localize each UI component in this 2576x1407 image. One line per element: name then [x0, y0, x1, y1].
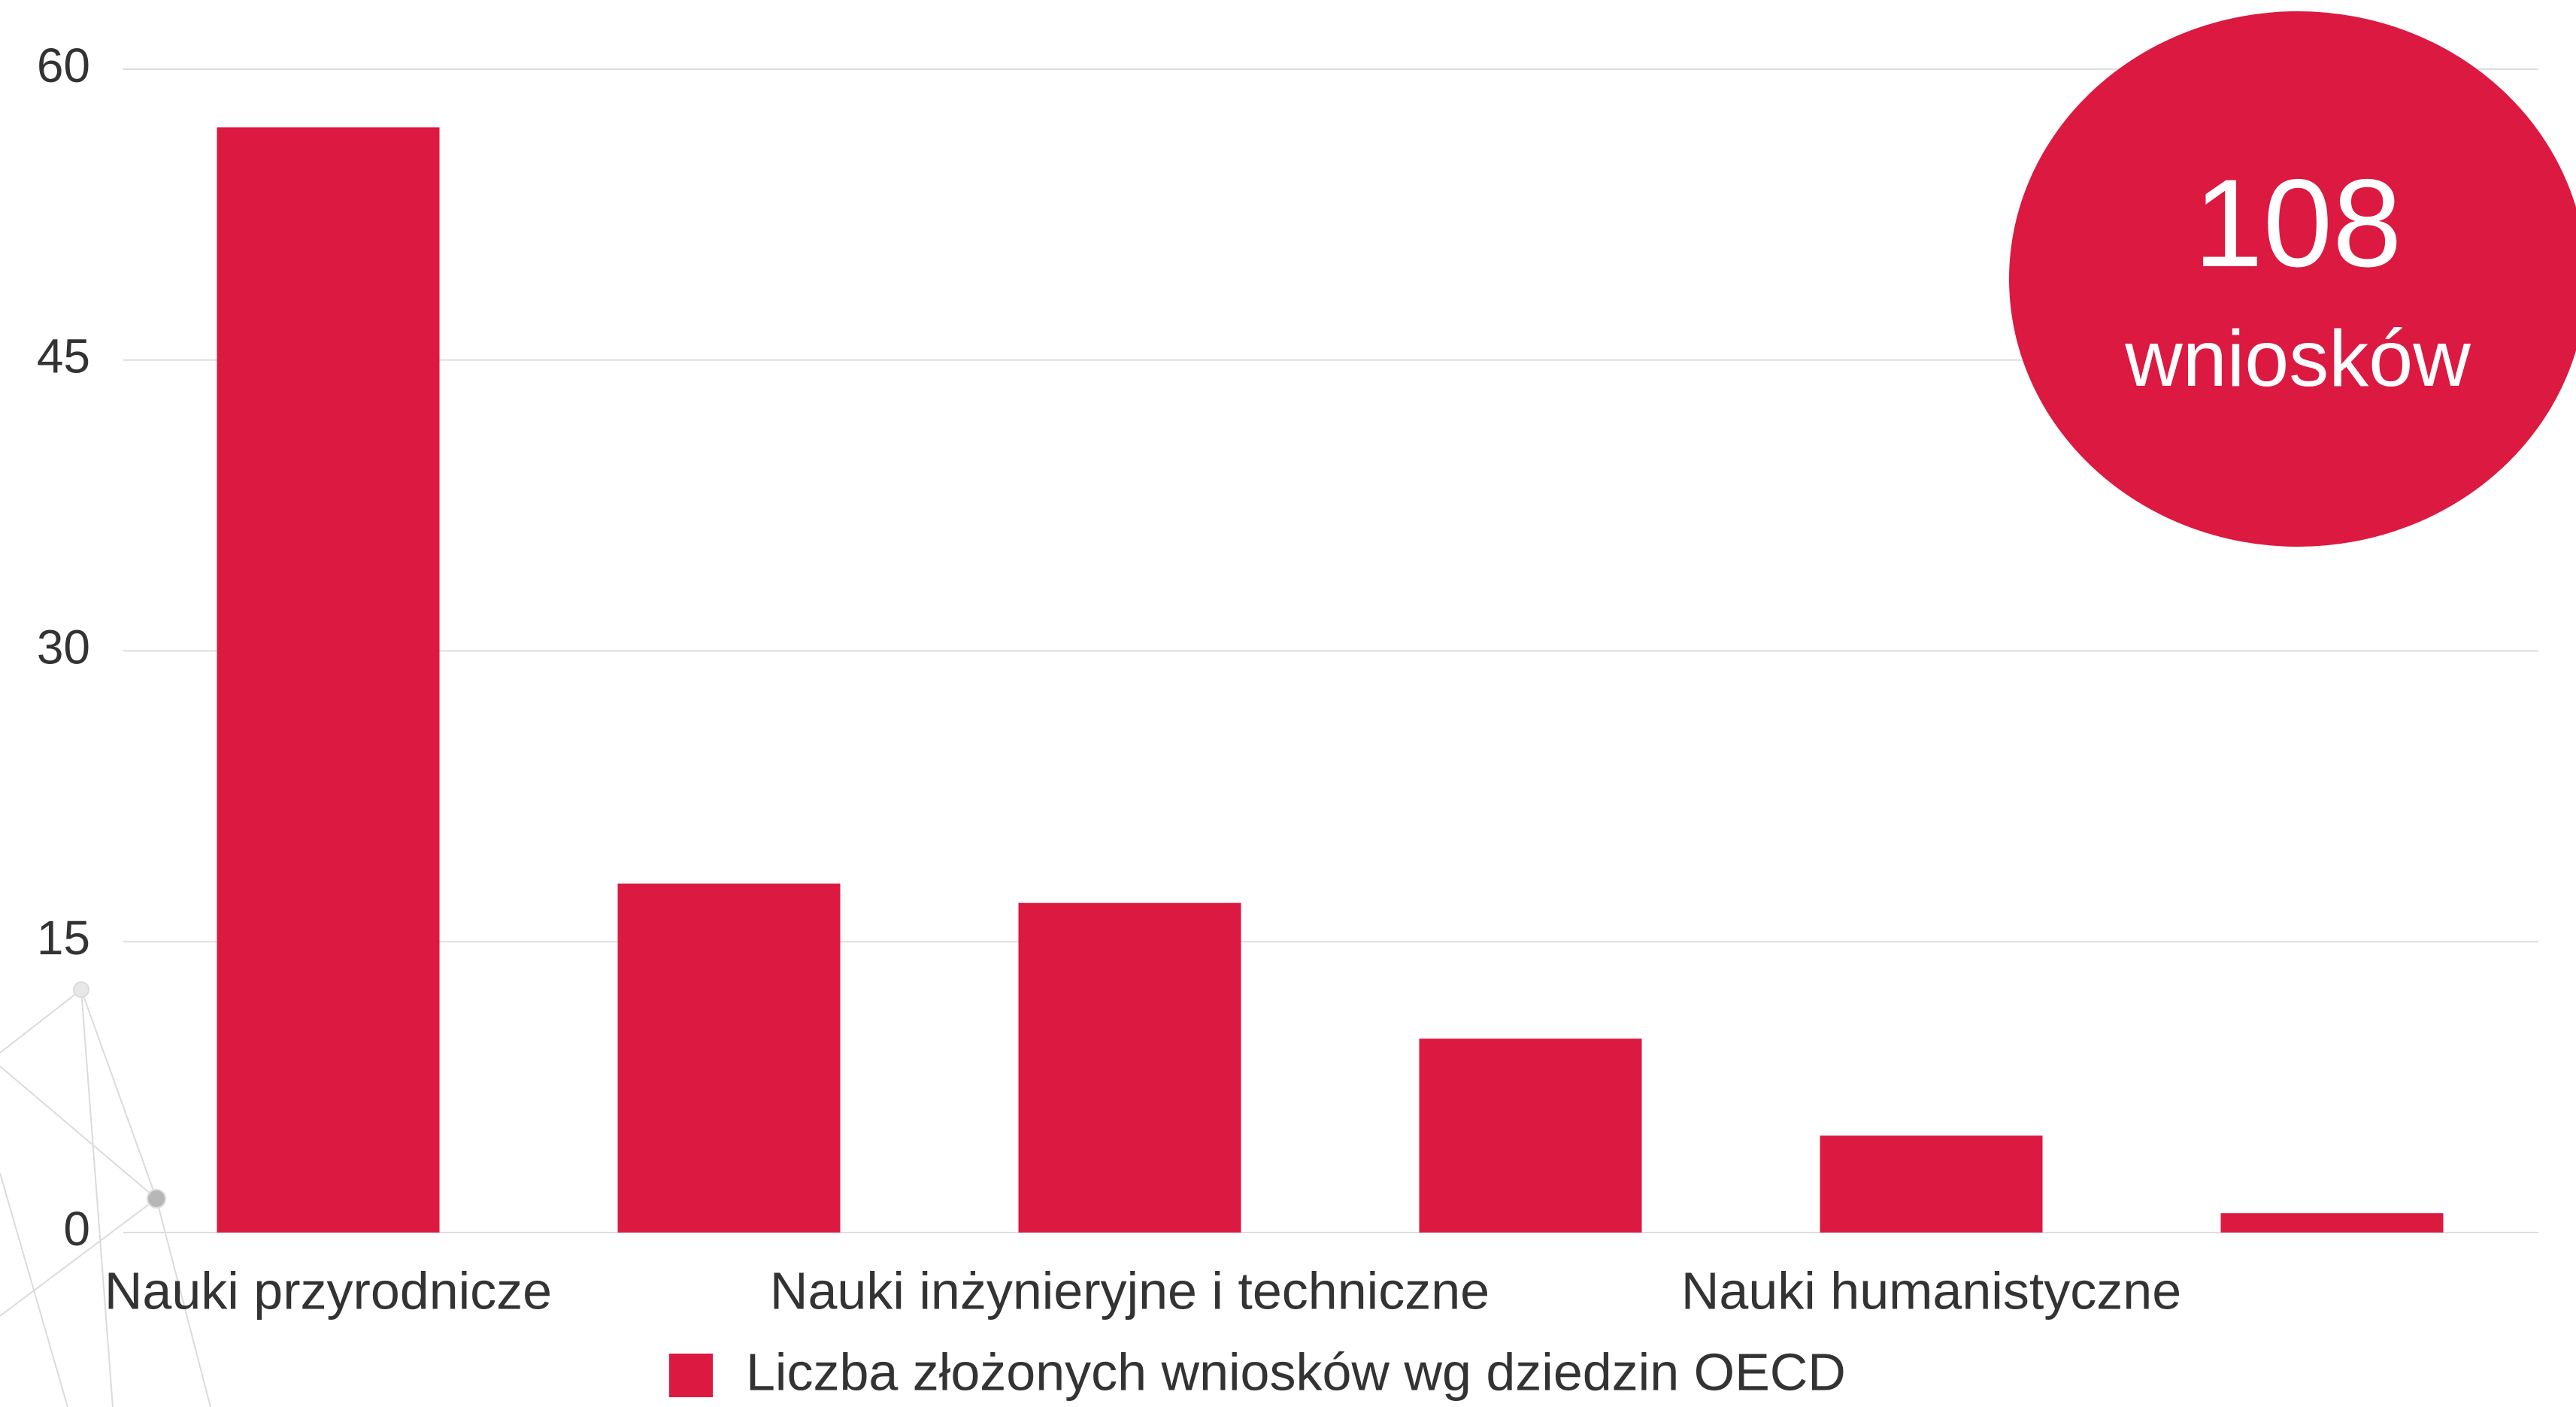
chart: 0 15 30 45 60 Nauki przyrodnicze Nauki inżynie… — [0, 0, 2576, 1407]
decor-lines — [0, 990, 211, 1407]
x-tick-label: Nauki inżynieryjne i techniczne — [770, 1261, 1490, 1320]
decor-dot — [74, 982, 89, 997]
decoration — [0, 982, 211, 1407]
y-tick-label: 60 — [37, 38, 90, 92]
bar — [1019, 903, 1241, 1233]
bar — [217, 127, 440, 1233]
x-tick-label: Nauki przyrodnicze — [105, 1261, 552, 1320]
x-tick-label: Nauki humanistyczne — [1681, 1261, 2181, 1320]
decor-dot — [147, 1190, 165, 1208]
bar — [2221, 1213, 2444, 1233]
annotation-text: wniosków — [2124, 314, 2471, 403]
y-tick-label: 15 — [37, 911, 90, 965]
y-tick-label: 45 — [37, 329, 90, 384]
legend-swatch — [669, 1354, 713, 1397]
bar — [1820, 1136, 2043, 1233]
annotation-value: 108 — [2194, 154, 2402, 293]
legend-label: Liczba złożonych wniosków wg dziedzin OE… — [746, 1342, 1846, 1401]
y-tick-label: 0 — [63, 1202, 90, 1256]
bar — [1420, 1039, 1642, 1233]
y-tick-label: 30 — [37, 620, 90, 674]
page: 0 15 30 45 60 Nauki przyrodnicze Nauki inżynie… — [0, 0, 2576, 1407]
bar — [618, 884, 841, 1233]
